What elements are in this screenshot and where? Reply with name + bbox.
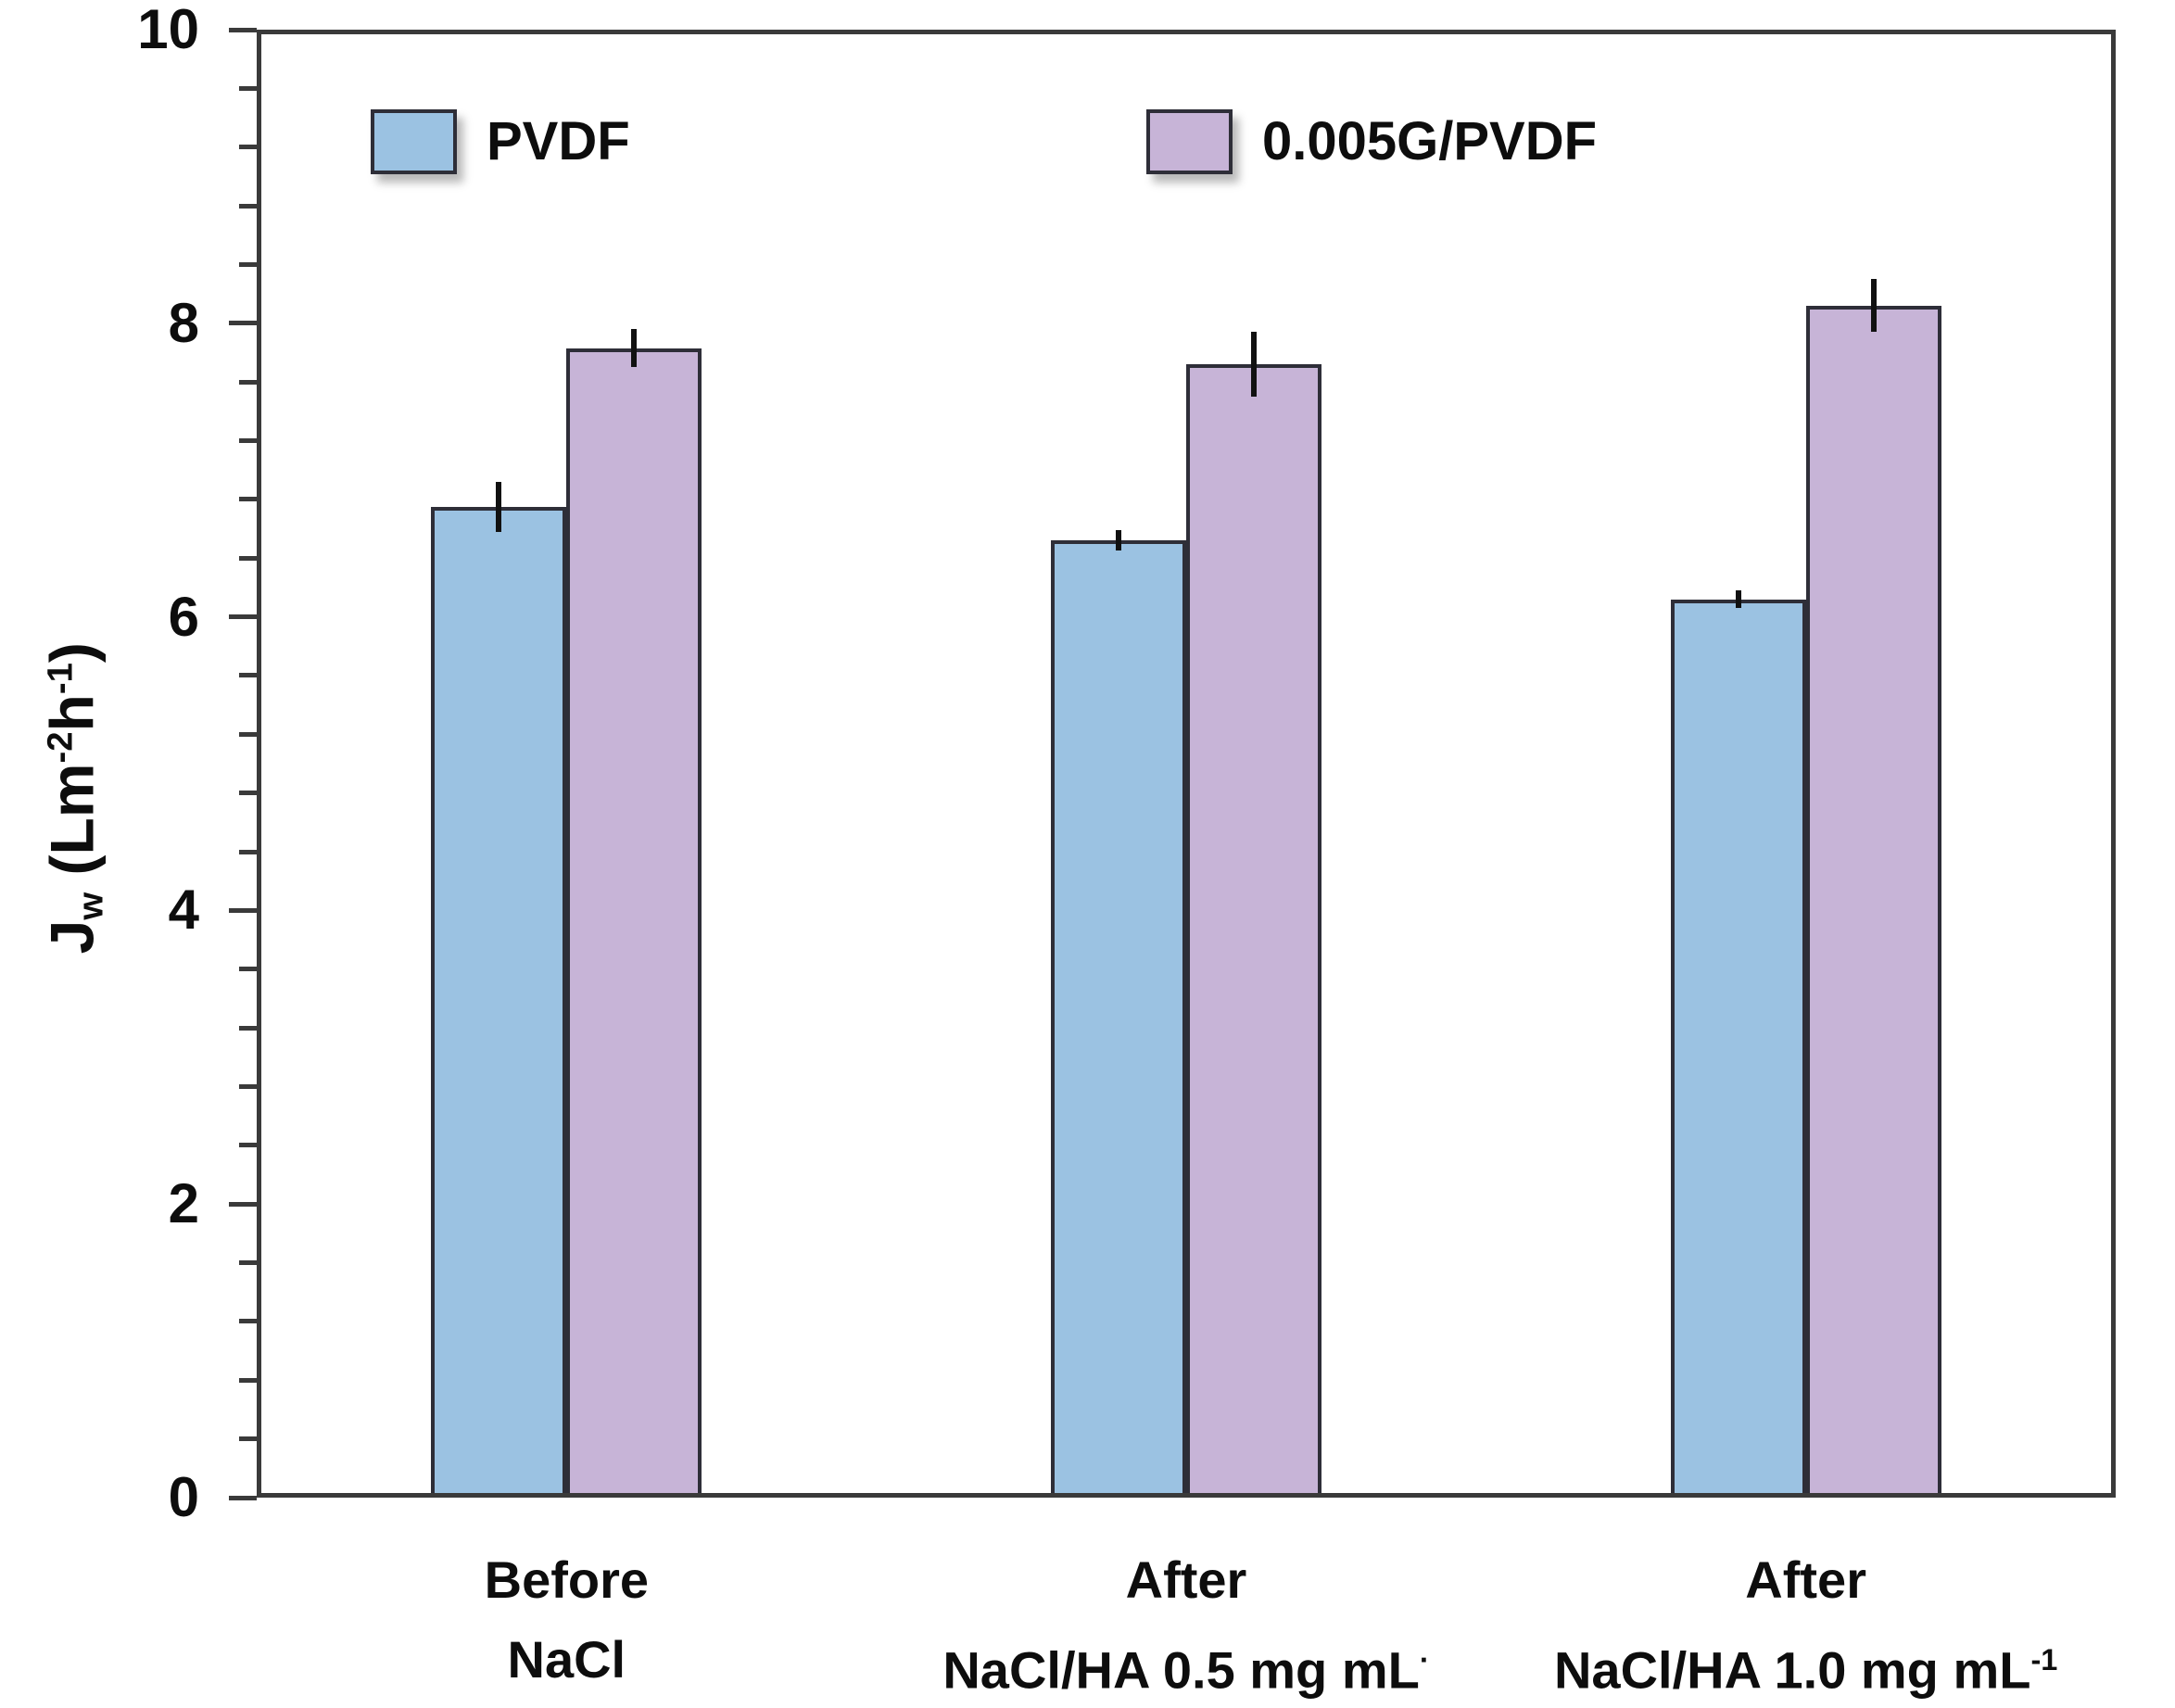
y-major-tick bbox=[229, 1201, 257, 1207]
text-segment: -2 bbox=[40, 731, 81, 764]
y-minor-tick bbox=[239, 1436, 257, 1442]
x-label-line1: Before bbox=[484, 1550, 650, 1609]
y-minor-tick bbox=[239, 1319, 257, 1324]
text-segment: h bbox=[37, 694, 107, 732]
y-minor-tick bbox=[239, 379, 257, 385]
error-bar bbox=[631, 329, 638, 368]
y-minor-tick bbox=[239, 85, 257, 91]
y-major-tick bbox=[229, 27, 257, 32]
y-minor-tick bbox=[239, 555, 257, 561]
y-minor-tick bbox=[239, 849, 257, 854]
x-label-line2-text: NaCl bbox=[507, 1630, 626, 1689]
x-label-line2-text: NaCl/HA 0.5 mg mL bbox=[942, 1640, 1420, 1700]
y-minor-tick bbox=[239, 203, 257, 209]
error-bar bbox=[1870, 279, 1877, 333]
x-label-line2: NaCl/HA 1.0 mg mL-1 bbox=[1554, 1620, 2057, 1708]
y-major-tick bbox=[229, 321, 257, 326]
x-label-line1: After bbox=[1745, 1550, 1866, 1609]
legend-swatch-1 bbox=[371, 109, 457, 174]
y-tick-label: 6 bbox=[168, 585, 199, 648]
bar-pvdf-cat1 bbox=[431, 506, 567, 1498]
x-label-line2: NaCl/HA 0.5 mg mL· bbox=[942, 1620, 1429, 1708]
y-tick-label: 4 bbox=[168, 879, 199, 942]
error-bar bbox=[1251, 332, 1257, 397]
bar-0-005g-pvdf-cat2 bbox=[1186, 364, 1321, 1498]
x-category-label-1: Before NaCl bbox=[485, 1540, 649, 1700]
y-tick-label: 2 bbox=[168, 1172, 199, 1235]
y-axis-title: Jw (Lm-2h-1) bbox=[24, 381, 129, 1215]
error-bar bbox=[496, 481, 502, 532]
y-minor-tick bbox=[239, 438, 257, 444]
y-major-tick bbox=[229, 614, 257, 620]
text-segment: ) bbox=[37, 642, 107, 664]
y-tick-label: 0 bbox=[168, 1466, 199, 1528]
bar-0-005g-pvdf-cat1 bbox=[566, 348, 702, 1498]
x-label-line2-text: NaCl/HA 1.0 mg mL bbox=[1553, 1640, 2031, 1700]
y-minor-tick bbox=[239, 145, 257, 150]
x-label-line2-superscript: · bbox=[1419, 1643, 1430, 1676]
y-minor-tick bbox=[239, 1377, 257, 1383]
text-segment: -1 bbox=[40, 663, 81, 695]
y-minor-tick bbox=[239, 261, 257, 267]
y-tick-label: 10 bbox=[137, 0, 199, 60]
bar-pvdf-cat2 bbox=[1051, 540, 1186, 1498]
legend-label-2: 0.005G/PVDF bbox=[1262, 111, 1598, 171]
y-minor-tick bbox=[239, 731, 257, 737]
x-label-line2: NaCl bbox=[485, 1620, 649, 1700]
y-minor-tick bbox=[239, 673, 257, 678]
y-minor-tick bbox=[239, 497, 257, 502]
x-category-label-2: After NaCl/HA 0.5 mg mL· bbox=[942, 1540, 1429, 1708]
text-segment: (Lm bbox=[37, 763, 107, 892]
legend-label-1: PVDF bbox=[487, 111, 630, 171]
y-minor-tick bbox=[239, 1143, 257, 1148]
bar-pvdf-cat3 bbox=[1670, 599, 1806, 1498]
y-minor-tick bbox=[239, 791, 257, 796]
y-major-tick bbox=[229, 907, 257, 913]
y-minor-tick bbox=[239, 967, 257, 972]
x-category-label-3: After NaCl/HA 1.0 mg mL-1 bbox=[1554, 1540, 2057, 1708]
y-minor-tick bbox=[239, 1083, 257, 1089]
bar-0-005g-pvdf-cat3 bbox=[1805, 305, 1941, 1498]
y-minor-tick bbox=[239, 1025, 257, 1031]
y-major-tick bbox=[229, 1495, 257, 1500]
y-tick-label: 8 bbox=[168, 291, 199, 354]
error-bar bbox=[1116, 530, 1121, 551]
error-bar bbox=[1735, 590, 1741, 609]
y-minor-tick bbox=[239, 1260, 257, 1266]
legend-swatch-2 bbox=[1146, 109, 1233, 174]
x-label-line1: After bbox=[1125, 1550, 1247, 1609]
x-label-line2-superscript: -1 bbox=[2030, 1643, 2058, 1676]
